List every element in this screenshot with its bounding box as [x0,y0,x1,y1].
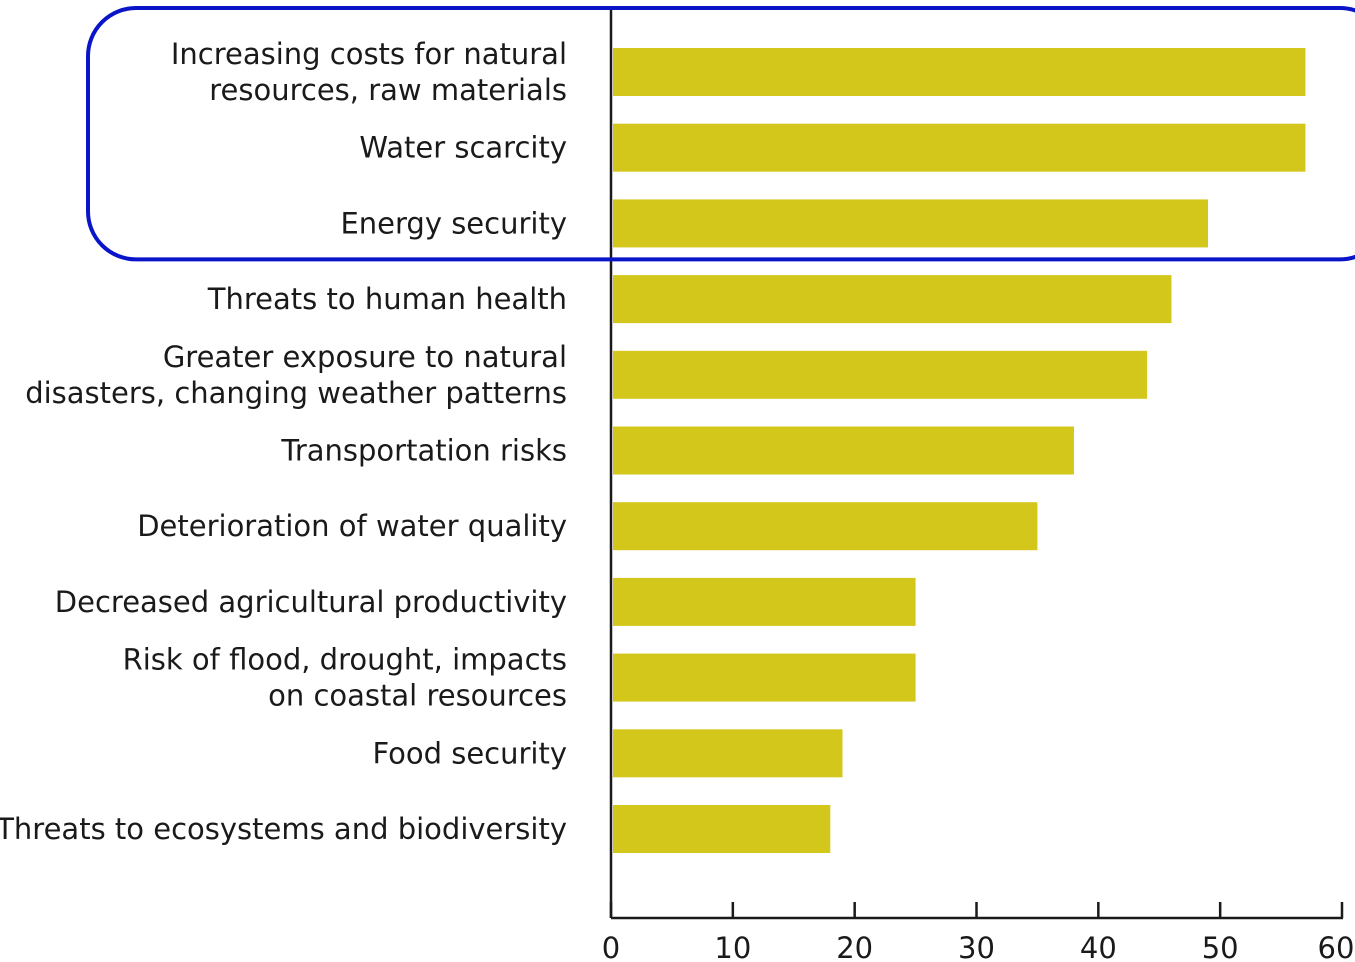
category-label: Threats to human health [207,282,567,316]
category-label: Transportation risks [280,434,567,468]
category-label: on coastal resources [268,679,567,713]
category-label: Deterioration of water quality [137,509,567,543]
highlight-box [86,6,1355,262]
bar [613,502,1038,551]
bar [613,48,1306,96]
category-label: Decreased agricultural productivity [55,585,567,619]
category-label: Energy security [340,206,567,240]
bar [613,426,1074,475]
x-tick-label: 20 [836,931,873,962]
bar [613,729,843,778]
category-label: disasters, changing weather patterns [25,376,567,410]
x-tick-label: 50 [1202,931,1239,962]
category-label: Water scarcity [359,131,567,165]
bar [613,123,1306,172]
x-tick-label: 60 [1318,931,1355,962]
bar [613,805,831,853]
x-axis-ticks-group: 0 10 20 30 40 50 60 [602,902,1355,962]
bar [613,350,1148,399]
x-tick-label: 30 [958,931,995,962]
x-tick-label: 10 [714,931,751,962]
category-label: Greater exposure to natural [163,340,567,374]
bar [613,577,916,626]
category-label: Increasing costs for natural [171,37,567,71]
x-tick-label: 0 [602,931,620,962]
category-label: Threats to ecosystems and biodiversity [0,812,567,846]
bar [613,275,1172,324]
bars-group [613,48,1306,853]
category-label: Risk of flood, drought, impacts [123,643,567,677]
bar [613,653,916,702]
category-label: Food security [372,736,567,770]
category-label: resources, raw materials [209,73,567,107]
bar [613,199,1208,248]
x-tick-label: 40 [1080,931,1117,962]
